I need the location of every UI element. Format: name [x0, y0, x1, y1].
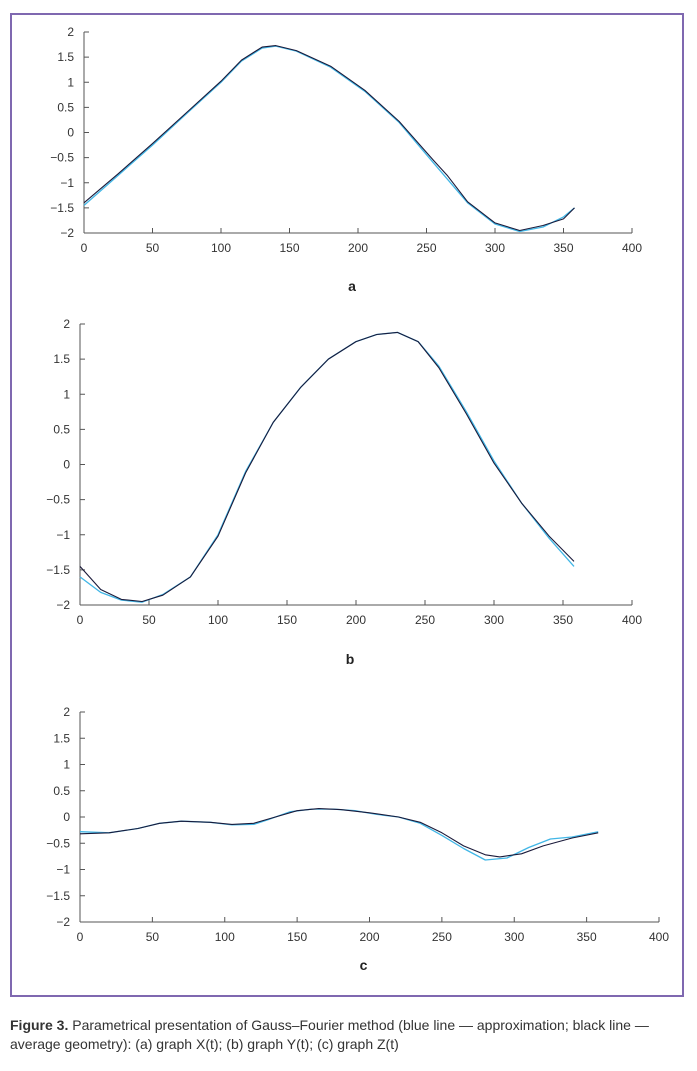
- y-tick-label: −2: [56, 598, 70, 612]
- y-tick-label: −2: [56, 915, 70, 929]
- panel-label: a: [348, 278, 356, 294]
- average-geometry-line: [83, 45, 575, 232]
- y-tick-label: −1.5: [50, 201, 74, 215]
- chart-b: 2 1.5 1 0.5 0 −0.5 −1 −1.5 −2 0 50 100 150 200 250 300 3…: [46, 317, 642, 667]
- approximation-line: [79, 331, 575, 603]
- chart-a: 2 1.5 1 0.5 0 −0.5 −1 −1.5 −2 0 50 100 150 200 250 300 3…: [50, 25, 642, 294]
- x-tick-label: 50: [146, 930, 160, 944]
- average-geometry-line: [79, 808, 599, 858]
- x-tick-label: 150: [287, 930, 307, 944]
- panel-label: b: [346, 651, 355, 667]
- y-tick-label: 0: [67, 126, 74, 140]
- panel-label: c: [360, 957, 368, 973]
- y-tick-label: 0.5: [53, 422, 70, 436]
- approximation-line: [83, 45, 575, 233]
- y-tick-label: −0.5: [50, 151, 74, 165]
- approximation-line: [79, 808, 599, 861]
- x-tick-label: 50: [142, 613, 156, 627]
- caption-text: Parametrical presentation of Gauss–Fouri…: [10, 1017, 649, 1052]
- x-tick-label: 400: [649, 930, 669, 944]
- y-tick-label: −1: [56, 528, 70, 542]
- figure-caption: Figure 3. Parametrical presentation of G…: [10, 1016, 690, 1054]
- y-tick-label: −2: [60, 226, 74, 240]
- y-tick-label: 1: [67, 75, 74, 89]
- figure-frame: [10, 13, 684, 997]
- x-tick-label: 300: [485, 241, 505, 255]
- x-tick-label: 350: [577, 930, 597, 944]
- y-tick-label: −1.5: [46, 563, 70, 577]
- x-tick-label: 200: [346, 613, 366, 627]
- x-tick-label: 50: [146, 241, 160, 255]
- y-tick-label: 0.5: [53, 784, 70, 798]
- x-tick-label: 0: [81, 241, 88, 255]
- y-tick-label: −1: [56, 863, 70, 877]
- chart-c: 2 1.5 1 0.5 0 −0.5 −1 −1.5 −2 0 50 100 150 200 250 300 3…: [46, 705, 669, 973]
- x-tick-label: 0: [77, 613, 84, 627]
- x-tick-label: 350: [553, 241, 573, 255]
- charts-canvas: 21.510.50−0.5−1−1.5−20 50 100 150 200 250 300 3…: [46, 25, 669, 973]
- y-tick-label: −1: [60, 176, 74, 190]
- x-tick-label: 400: [622, 241, 642, 255]
- x-tick-label: 250: [416, 241, 436, 255]
- caption-label: Figure 3.: [10, 1017, 69, 1033]
- y-tick-label: 0: [63, 458, 70, 472]
- average-geometry-line: [79, 331, 575, 603]
- y-tick-label: 1.5: [57, 50, 74, 64]
- y-tick-label: 1.5: [53, 352, 70, 366]
- x-tick-label: 150: [277, 613, 297, 627]
- y-tick-label: 0.5: [57, 100, 74, 114]
- x-tick-label: 250: [432, 930, 452, 944]
- x-tick-label: 100: [215, 930, 235, 944]
- x-tick-label: 100: [208, 613, 228, 627]
- y-tick-label: 1: [63, 387, 70, 401]
- y-tick-label: 2: [67, 25, 74, 39]
- x-tick-label: 250: [415, 613, 435, 627]
- x-tick-label: 200: [348, 241, 368, 255]
- y-tick-label: −1.5: [46, 889, 70, 903]
- y-tick-label: 1.5: [53, 731, 70, 745]
- y-tick-label: 1: [63, 758, 70, 772]
- x-tick-label: 200: [359, 930, 379, 944]
- x-tick-label: 150: [279, 241, 299, 255]
- x-tick-label: 0: [77, 930, 84, 944]
- x-tick-label: 100: [211, 241, 231, 255]
- x-tick-label: 400: [622, 613, 642, 627]
- x-tick-label: 300: [484, 613, 504, 627]
- y-tick-label: −0.5: [46, 493, 70, 507]
- y-tick-label: 2: [63, 705, 70, 719]
- x-tick-label: 300: [504, 930, 524, 944]
- y-tick-label: −0.5: [46, 836, 70, 850]
- y-tick-label: 2: [63, 317, 70, 331]
- x-tick-label: 350: [553, 613, 573, 627]
- y-tick-label: 0: [63, 810, 70, 824]
